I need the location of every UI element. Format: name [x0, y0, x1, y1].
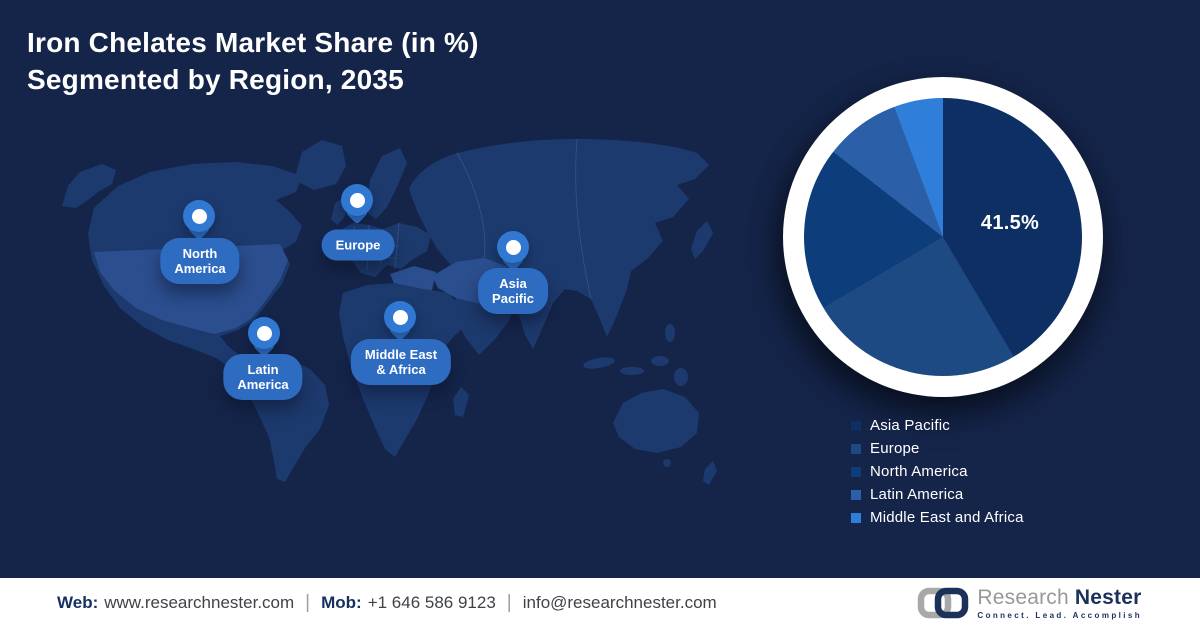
map-label-europe: Europe [321, 229, 395, 261]
pie-annotation: 41.5% [980, 212, 1040, 234]
web-label: Web: [57, 593, 99, 612]
island-philippines [665, 324, 675, 342]
label-line: Latin [247, 362, 279, 377]
map-pin-europe [341, 184, 373, 230]
island-borneo [651, 356, 669, 366]
pin-dot [256, 325, 272, 341]
legend-item: Middle East and Africa [851, 506, 1024, 529]
map-label-middle-east-africa: Middle East & Africa [350, 339, 452, 385]
label-line: Europe [335, 237, 381, 253]
island-tasmania [663, 459, 671, 467]
legend-item: Europe [851, 437, 1024, 460]
divider: | [506, 592, 512, 613]
legend-item: North America [851, 460, 1024, 483]
logo-name: Research Nester [977, 587, 1142, 608]
legend-label: Europe [870, 440, 920, 457]
label-line: Pacific [492, 291, 534, 306]
legend-swatch [851, 443, 861, 454]
island-sumatra [583, 357, 615, 369]
logo-tagline: Connect. Lead. Accomplish [977, 610, 1142, 620]
label-line: North [182, 246, 218, 261]
location-pin-icon [497, 231, 529, 263]
mob-label: Mob: [321, 593, 362, 612]
landmass-japan [691, 221, 713, 259]
pin-dot [349, 192, 365, 208]
divider: | [305, 592, 311, 613]
map-label-latin-america: Latin America [223, 354, 303, 400]
phone-number: +1 646 586 9123 [367, 593, 496, 612]
logo-name-research: Research [977, 585, 1069, 609]
label-line: America [237, 377, 289, 392]
research-nester-logo: Research Nester Connect. Lead. Accomplis… [917, 578, 1142, 628]
email-address: info@researchnester.com [522, 593, 717, 612]
title-line-1: Iron Chelates Market Share (in %) [27, 27, 479, 58]
pin-dot [505, 239, 521, 255]
pie-ring [783, 77, 1103, 397]
landmass-alaska [62, 164, 116, 208]
label-line: & Africa [376, 362, 426, 377]
logo-text: Research Nester Connect. Lead. Accomplis… [977, 587, 1142, 620]
location-pin-icon [341, 184, 373, 216]
location-pin-icon [384, 301, 416, 333]
label-line: Middle East [364, 347, 438, 362]
legend-swatch [851, 489, 861, 500]
map-pin-asia-pacific [497, 231, 529, 277]
chain-link-icon [918, 587, 969, 619]
island-java [620, 367, 644, 375]
landmass-greenland [294, 140, 346, 190]
map-pin-north-america [183, 200, 215, 246]
map-label-asia-pacific: Asia Pacific [478, 268, 548, 314]
location-pin-icon [183, 200, 215, 232]
chart-legend: Asia Pacific Europe North America Latin … [851, 414, 1024, 529]
landmass-usa-highlight [94, 244, 288, 334]
landmass-new-zealand [703, 461, 717, 485]
landmass-scandinavia [366, 148, 407, 219]
landmass-asia [409, 139, 709, 349]
pin-dot [392, 309, 408, 325]
legend-label: North America [870, 463, 968, 480]
map-label-north-america: North America [160, 238, 240, 284]
legend-label: Asia Pacific [870, 417, 950, 434]
footer-bar: Web: www.researchnester.com | Mob: +1 64… [0, 578, 1200, 628]
website-url: www.researchnester.com [104, 593, 295, 612]
contact-info: Web: www.researchnester.com | Mob: +1 64… [57, 578, 717, 628]
title-line-2: Segmented by Region, 2035 [27, 64, 404, 95]
legend-item: Asia Pacific [851, 414, 1024, 437]
landmass-madagascar [453, 387, 469, 417]
legend-swatch [851, 512, 861, 523]
island-papua [674, 368, 688, 386]
legend-item: Latin America [851, 483, 1024, 506]
landmass-australia [613, 389, 699, 453]
location-pin-icon [248, 317, 280, 349]
logo-name-nester: Nester [1074, 585, 1142, 609]
legend-swatch [851, 420, 861, 431]
legend-label: Middle East and Africa [870, 509, 1024, 526]
label-line: Asia [499, 276, 527, 291]
pie-chart [804, 98, 1082, 376]
map-pin-latin-america [248, 317, 280, 363]
label-line: America [174, 261, 226, 276]
map-pin-middle-east-africa [384, 301, 416, 347]
page-title: Iron Chelates Market Share (in %) Segmen… [27, 24, 479, 98]
legend-swatch [851, 466, 861, 477]
pin-dot [191, 208, 207, 224]
legend-label: Latin America [870, 486, 964, 503]
